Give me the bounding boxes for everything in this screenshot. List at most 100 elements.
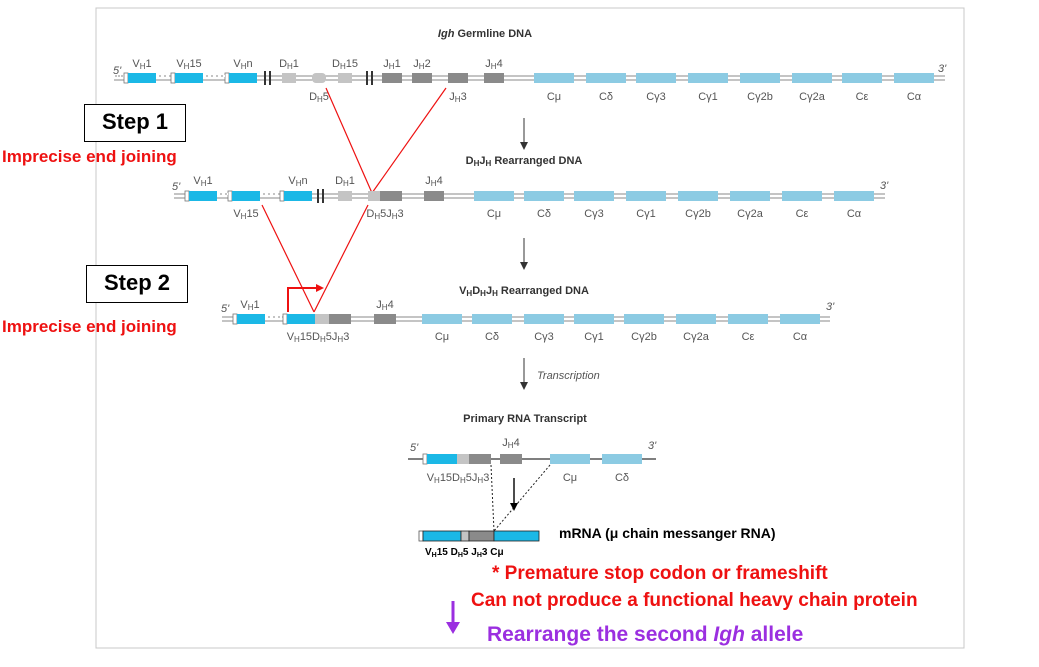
svg-text:5': 5' (410, 442, 419, 454)
rearrange-text: Rearrange the second Igh allele (487, 623, 804, 646)
jh1-segment (382, 73, 402, 83)
svg-text:Cα: Cα (847, 208, 862, 220)
svg-text:5': 5' (221, 303, 230, 315)
svg-text:Cγ2a: Cγ2a (799, 91, 826, 103)
primary-rna-panel: Primary RNA Transcript 5' 3' JH4 VH15DH5… (408, 413, 657, 532)
jh4-segment (484, 73, 504, 83)
step2-note: Imprecise end joining (2, 317, 177, 336)
svg-text:Cγ1: Cγ1 (698, 91, 718, 103)
svg-text:Cγ2b: Cγ2b (685, 208, 711, 220)
svg-text:DHJH Rearranged DNA: DHJH Rearranged DNA (466, 155, 583, 168)
svg-text:JH2: JH2 (413, 58, 430, 71)
c-gamma2a-segment (792, 73, 832, 83)
svg-text:Cγ2b: Cγ2b (747, 91, 773, 103)
svg-text:VH15DH5JH3: VH15DH5JH3 (427, 472, 490, 485)
nonfunctional-note: Can not produce a functional heavy chain… (471, 590, 918, 611)
svg-text:Cγ3: Cγ3 (584, 208, 604, 220)
c-gamma1-segment (688, 73, 728, 83)
svg-text:VHn: VHn (288, 175, 307, 188)
vhn-segment (229, 73, 257, 83)
svg-text:VH15 DH5 JH3 Cμ: VH15 DH5 JH3 Cμ (425, 547, 504, 559)
svg-text:JH4: JH4 (502, 437, 519, 450)
c-delta-segment (586, 73, 626, 83)
svg-text:JH3: JH3 (449, 91, 466, 104)
vh1-segment (128, 73, 156, 83)
svg-text:Cμ: Cμ (487, 208, 501, 220)
svg-text:Cε: Cε (856, 91, 869, 103)
end-3-label: 3' (938, 63, 947, 75)
dh5-segment (312, 73, 326, 83)
jh2-segment (412, 73, 432, 83)
c-gamma2b-segment (740, 73, 780, 83)
svg-text:5': 5' (172, 181, 181, 193)
dj-rearranged-panel: DHJH Rearranged DNA 5' 3' VH1 VH15 VHn D… (172, 155, 889, 221)
down-arrow-2 (520, 262, 528, 270)
step1-box: Step 1 (84, 104, 186, 142)
mrna-bar: VH15 DH5 JH3 Cμ (418, 530, 540, 559)
svg-text:VHn: VHn (233, 58, 252, 71)
vh15-segment (175, 73, 203, 83)
transcription-start-arrow (287, 287, 318, 312)
svg-text:3': 3' (880, 180, 889, 192)
jh3-segment (448, 73, 468, 83)
svg-text:DH5JH3: DH5JH3 (366, 208, 403, 221)
svg-text:DH1: DH1 (279, 58, 299, 71)
svg-text:VHDHJH Rearranged DNA: VHDHJH Rearranged DNA (459, 285, 589, 298)
svg-text:Cγ1: Cγ1 (636, 208, 656, 220)
purple-down-arrow (446, 622, 460, 634)
svg-text:Cα: Cα (793, 331, 808, 343)
primary-rna-title: Primary RNA Transcript (463, 413, 587, 425)
svg-text:Cμ: Cμ (435, 331, 449, 343)
svg-text:3': 3' (826, 301, 835, 313)
svg-text:VH15: VH15 (233, 208, 258, 221)
c-gamma3-segment (636, 73, 676, 83)
transcription-label: Transcription (537, 370, 600, 382)
germline-dna-panel: Igh Germline DNA 5' 3' (113, 28, 947, 104)
rearrange-note: Rearrange the second Igh allele (487, 623, 803, 647)
svg-text:VH1: VH1 (132, 58, 151, 71)
svg-text:Cδ: Cδ (485, 331, 499, 343)
svg-text:Cγ2b: Cγ2b (631, 331, 657, 343)
svg-text:JH4: JH4 (485, 58, 502, 71)
svg-text:VH15: VH15 (176, 58, 201, 71)
svg-text:VH15DH5JH3: VH15DH5JH3 (287, 331, 350, 344)
svg-text:Cδ: Cδ (599, 91, 613, 103)
svg-text:Cγ3: Cγ3 (534, 331, 554, 343)
svg-text:Cμ: Cμ (547, 91, 561, 103)
c-mu-segment (534, 73, 574, 83)
svg-text:Cα: Cα (907, 91, 922, 103)
dh15-segment (338, 73, 352, 83)
c-epsilon-segment (842, 73, 882, 83)
step2-box: Step 2 (86, 265, 188, 303)
svg-text:Cγ2a: Cγ2a (683, 331, 710, 343)
svg-text:DH1: DH1 (335, 175, 355, 188)
svg-text:JH4: JH4 (425, 175, 442, 188)
svg-text:JH1: JH1 (383, 58, 400, 71)
step1-join-line-left (325, 87, 373, 194)
vdj-rearranged-panel: VHDHJH Rearranged DNA 5' 3' VH1 VH15DH5J… (221, 284, 835, 344)
svg-text:Cδ: Cδ (537, 208, 551, 220)
step2-join-line-left (261, 204, 315, 313)
svg-text:Cγ2a: Cγ2a (737, 208, 764, 220)
svg-text:Cδ: Cδ (615, 472, 629, 484)
svg-text:Cε: Cε (796, 208, 809, 220)
end-5-label: 5' (113, 65, 122, 77)
svg-text:3': 3' (648, 440, 657, 452)
svg-text:Cγ1: Cγ1 (584, 331, 604, 343)
svg-text:Cμ: Cμ (563, 472, 577, 484)
svg-text:Cε: Cε (742, 331, 755, 343)
svg-text:DH15: DH15 (332, 58, 358, 71)
step2-join-line-right (313, 204, 369, 313)
down-arrow-1 (520, 142, 528, 150)
svg-text:JH4: JH4 (376, 299, 393, 312)
c-alpha-segment (894, 73, 934, 83)
down-arrow-3 (520, 382, 528, 390)
premature-stop-note: * Premature stop codon or frameshift (492, 563, 828, 584)
mrna-label: mRNA (μ chain messanger RNA) (559, 525, 776, 541)
svg-text:VH1: VH1 (240, 299, 259, 312)
figure-frame (95, 7, 965, 649)
step1-note: Imprecise end joining (2, 147, 177, 166)
svg-text:Cγ3: Cγ3 (646, 91, 666, 103)
